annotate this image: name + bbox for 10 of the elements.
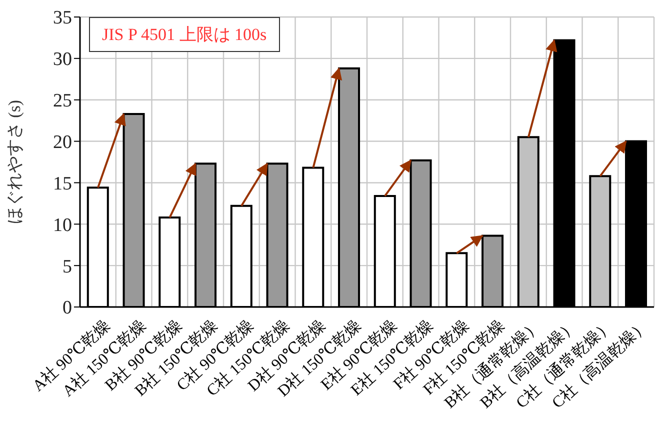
y-axis-title: ほぐれやすさ (s) [5,100,24,224]
annotation: JIS P 4501 上限は 100s [89,17,280,52]
y-tick-label: 5 [62,256,72,278]
y-tick-label: 10 [53,214,72,236]
y-tick-label: 30 [53,49,72,70]
y-tick-label: 0 [62,298,72,319]
y-tick-label: 20 [53,132,72,154]
y-tick-label: 15 [53,173,72,194]
y-tick-label: 25 [53,90,72,112]
y-tick-label: 35 [53,8,72,29]
